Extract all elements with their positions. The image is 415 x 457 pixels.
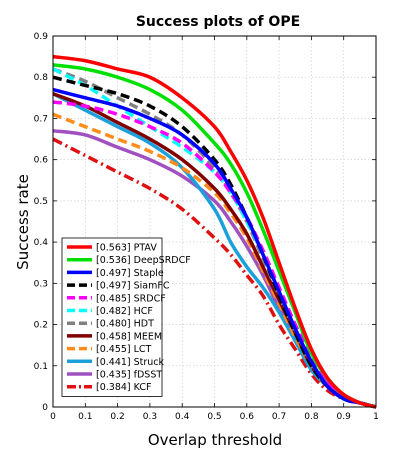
legend-label-struck: [0.441] Struck — [96, 357, 165, 368]
legend-box — [61, 237, 163, 397]
x-tick-label: 0.1 — [78, 412, 92, 422]
series-line-staple — [52, 87, 377, 409]
x-tick-label: 0.9 — [337, 412, 352, 422]
x-tick-label: 0.8 — [304, 412, 319, 422]
y-tick-label: 0.5 — [34, 197, 48, 207]
y-tick-label: 0.6 — [34, 156, 49, 166]
legend-label-siamfc: [0.497] SiamFC — [96, 281, 170, 292]
y-tick-label: 0.3 — [34, 279, 48, 289]
chart-title: Success plots of OPE — [136, 14, 300, 30]
y-tick-label: 0.7 — [34, 114, 48, 124]
legend-label-hcf: [0.482] HCF — [96, 306, 153, 317]
y-tick-label: 0.1 — [34, 362, 48, 372]
series-line-ptav — [52, 54, 377, 409]
legend-label-hdt: [0.480] HDT — [96, 319, 154, 330]
legend-label-staple: [0.497] Staple — [96, 268, 164, 279]
y-tick-label: 0.4 — [34, 238, 49, 248]
legend-label-kcf: [0.384] KCF — [96, 382, 151, 393]
x-tick-label: 0 — [50, 412, 56, 422]
axis-ticks — [52, 35, 377, 408]
x-tick-label: 0.6 — [240, 412, 255, 422]
legend-label-lct: [0.455] LCT — [96, 344, 152, 355]
legend-label-ptav: [0.563] PTAV — [96, 243, 157, 254]
legend-label-deepsrdcf: [0.536] DeepSRDCF — [96, 255, 191, 266]
legend-label-srdcf: [0.485] SRDCF — [96, 293, 166, 304]
x-tick-label: 0.5 — [207, 412, 221, 422]
legend: [0.563] PTAV[0.536] DeepSRDCF [0.497] Sta… — [61, 237, 191, 397]
legend-label-meem: [0.458] MEEM — [96, 331, 162, 342]
legend-label-fdsst: [0.435] fDSST — [96, 370, 162, 381]
y-tick-label: 0.9 — [34, 32, 49, 42]
x-tick-label: 0.3 — [143, 412, 157, 422]
x-tick-label: 0.7 — [272, 412, 286, 422]
y-tick-label: 0.2 — [34, 321, 48, 331]
series-line-lct — [52, 112, 377, 409]
series-lines — [52, 54, 377, 409]
x-tick-label: 1 — [373, 412, 379, 422]
x-tick-label: 0.4 — [175, 412, 190, 422]
x-tick-label: 0.2 — [110, 412, 124, 422]
y-tick-label: 0 — [42, 403, 48, 413]
y-axis-title: Success rate — [14, 174, 32, 270]
y-tick-label: 0.8 — [34, 73, 49, 83]
x-axis-title: Overlap threshold — [148, 431, 282, 449]
